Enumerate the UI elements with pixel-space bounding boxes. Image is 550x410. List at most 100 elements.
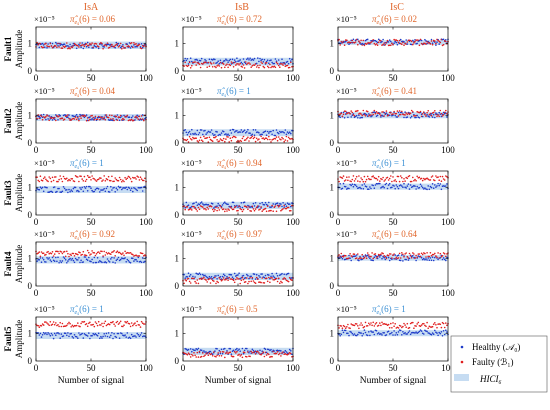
healthy-point: [366, 38, 369, 41]
healthy-point: [221, 352, 224, 355]
faulty-point: [218, 65, 221, 67]
healthy-point: [83, 116, 86, 119]
faulty-point: [118, 322, 121, 324]
healthy-point: [266, 59, 269, 61]
healthy-point: [216, 61, 218, 64]
healthy-point: [129, 47, 132, 49]
faulty-point: [143, 179, 145, 182]
healthy-point: [349, 257, 351, 260]
healthy-point: [416, 332, 419, 335]
faulty-point: [194, 207, 196, 210]
faulty-point: [113, 250, 115, 252]
healthy-point: [384, 183, 387, 186]
healthy-point: [40, 114, 43, 116]
faulty-point: [111, 321, 113, 324]
y-tick-label: 0: [175, 66, 180, 76]
faulty-point: [243, 351, 246, 354]
healthy-point: [101, 337, 103, 339]
healthy-point: [343, 117, 346, 119]
healthy-point: [226, 275, 228, 278]
healthy-point: [221, 204, 224, 206]
healthy-point: [264, 130, 267, 132]
healthy-point: [238, 348, 240, 351]
healthy-point: [216, 348, 218, 350]
healthy-point: [403, 41, 405, 43]
healthy-point: [288, 131, 291, 133]
faulty-point: [412, 43, 414, 46]
healthy-point: [340, 256, 343, 259]
healthy-point: [423, 257, 425, 260]
faulty-point: [101, 322, 103, 325]
healthy-point: [365, 255, 368, 257]
faulty-point: [353, 324, 356, 327]
faulty-point: [357, 253, 359, 255]
healthy-point: [214, 350, 216, 352]
healthy-point: [383, 111, 386, 114]
faulty-point: [401, 43, 403, 46]
faulty-point: [425, 115, 427, 117]
faulty-point: [275, 277, 278, 280]
faulty-point: [213, 351, 215, 353]
faulty-point: [370, 114, 372, 116]
healthy-point: [291, 58, 293, 61]
healthy-point: [238, 272, 240, 275]
faulty-point: [373, 42, 376, 45]
healthy-point: [62, 335, 65, 337]
healthy-point: [442, 257, 445, 259]
healthy-point: [127, 259, 130, 262]
healthy-point: [397, 331, 400, 333]
healthy-point: [188, 275, 191, 278]
faulty-point: [112, 320, 114, 323]
healthy-point: [93, 44, 96, 47]
faulty-point: [73, 42, 76, 45]
healthy-point: [230, 274, 233, 276]
healthy-point: [376, 333, 379, 335]
healthy-point: [47, 43, 49, 45]
faulty-point: [227, 352, 229, 355]
healthy-point: [361, 116, 364, 119]
faulty-point: [349, 253, 351, 255]
healthy-point: [265, 351, 268, 354]
healthy-point: [387, 41, 390, 43]
row-label: Fault2: [3, 108, 13, 134]
healthy-point: [438, 331, 441, 334]
exponent-label: ×10⁻⁵: [336, 158, 357, 168]
faulty-point: [84, 180, 87, 182]
stat-annotation: π̂es(6) = 1: [217, 86, 251, 99]
faulty-point: [348, 112, 350, 114]
faulty-point: [59, 321, 61, 324]
faulty-point: [388, 327, 391, 329]
healthy-point: [396, 333, 399, 336]
faulty-point: [442, 252, 445, 254]
healthy-point: [112, 337, 114, 340]
faulty-point: [281, 281, 283, 284]
healthy-point: [230, 353, 233, 356]
faulty-point: [445, 322, 447, 324]
faulty-point: [123, 254, 125, 257]
healthy-point: [205, 351, 207, 353]
faulty-point: [125, 116, 127, 118]
healthy-point: [342, 331, 345, 334]
healthy-point: [97, 47, 100, 50]
faulty-point: [238, 140, 240, 143]
healthy-point: [434, 329, 436, 332]
healthy-point: [41, 334, 44, 336]
healthy-point: [53, 186, 56, 188]
y-tick-label: 1: [28, 39, 33, 49]
faulty-point: [68, 255, 70, 258]
faulty-point: [242, 64, 245, 66]
faulty-point: [235, 64, 237, 66]
faulty-point: [113, 180, 115, 183]
healthy-point: [100, 335, 102, 338]
faulty-point: [387, 254, 390, 257]
faulty-point: [103, 175, 105, 177]
healthy-point: [57, 256, 59, 259]
healthy-point: [358, 259, 360, 262]
x-tick-label: 0: [34, 288, 39, 298]
faulty-point: [130, 322, 133, 324]
faulty-point: [281, 352, 283, 354]
faulty-point: [379, 113, 381, 115]
faulty-point: [103, 322, 105, 325]
faulty-point: [37, 252, 39, 254]
healthy-point: [413, 40, 415, 43]
